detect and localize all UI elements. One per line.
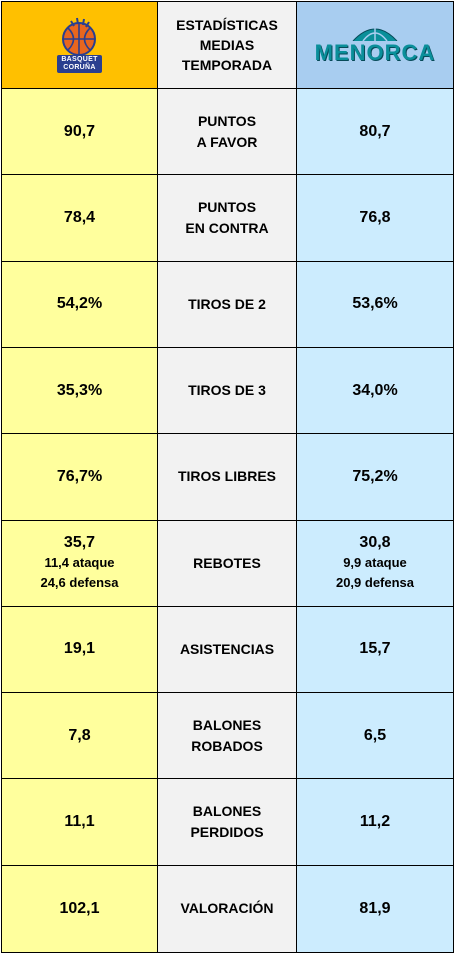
left-team-value: 102,1: [59, 899, 100, 917]
right-team-cell: 80,7: [297, 89, 453, 176]
left-team-value: 54,2%: [56, 295, 103, 313]
stat-label: A FAVOR: [196, 133, 258, 150]
right-team-value: 53,6%: [352, 295, 398, 313]
stat-label: VALORACIÓN: [180, 900, 274, 917]
left-team-cell: 19,1: [2, 606, 158, 694]
left-team-cell: 35,3%: [2, 347, 158, 435]
stat-label-cell: REBOTES: [158, 520, 297, 607]
right-team-cell: 53,6%: [297, 261, 453, 348]
stat-label: ROBADOS: [191, 737, 263, 754]
stat-label-cell: PUNTOS A FAVOR: [158, 89, 297, 176]
left-team-cell: 102,1: [2, 865, 158, 952]
left-team-value: 19,1: [63, 640, 96, 658]
stat-label: TIROS LIBRES: [177, 468, 276, 485]
stat-label: EN CONTRA: [185, 219, 269, 236]
left-team-value: 90,7: [63, 122, 96, 140]
right-team-subvalue: 20,9 defensa: [335, 575, 415, 591]
left-team-cell: 11,1: [2, 779, 158, 866]
stat-label-cell: VALORACIÓN: [158, 865, 297, 952]
stat-label: TIROS DE 2: [188, 295, 266, 312]
right-team-value: 80,7: [359, 122, 391, 140]
left-team-subvalue: 11,4 ataque: [44, 555, 115, 571]
table-title: ESTADÍSTICAS MEDIAS TEMPORADA: [158, 2, 297, 89]
right-team-cell: 11,2: [297, 779, 453, 866]
stat-label: ASISTENCIAS: [179, 640, 275, 657]
left-team-cell: 78,4: [2, 175, 158, 262]
right-team-value: 30,8: [359, 534, 391, 552]
basquet-coruna-logo: BASQUET CORUÑA: [57, 17, 102, 73]
left-team-cell: 35,7 11,4 ataque 24,6 defensa: [2, 520, 158, 607]
right-team-value: 34,0%: [352, 381, 398, 399]
stat-label: PERDIDOS: [190, 824, 264, 841]
left-logo-text: BASQUET CORUÑA: [57, 55, 102, 73]
right-team-cell: 6,5: [297, 693, 453, 780]
menorca-logo: MENORCA: [315, 25, 436, 65]
right-team-value: 15,7: [359, 640, 391, 658]
right-team-cell: 81,9: [297, 865, 453, 952]
stat-label: BALONES: [192, 716, 262, 733]
stat-label-cell: BALONES ROBADOS: [158, 693, 297, 780]
stat-label: REBOTES: [193, 554, 261, 571]
basketball-icon: [352, 28, 398, 41]
left-team-value: 11,1: [64, 813, 95, 831]
stat-label-cell: PUNTOS EN CONTRA: [158, 175, 297, 262]
stat-label: BALONES: [192, 803, 262, 820]
right-team-value: 11,2: [359, 813, 391, 831]
right-team-cell: 76,8: [297, 175, 453, 262]
left-team-value: 78,4: [63, 208, 96, 226]
stat-label: PUNTOS: [197, 198, 257, 215]
right-team-cell: 15,7: [297, 606, 453, 694]
right-team-value: 6,5: [363, 726, 387, 744]
left-team-value: 7,8: [68, 726, 91, 744]
left-team-cell: 76,7%: [2, 434, 158, 521]
stat-label-cell: TIROS LIBRES: [158, 434, 297, 521]
right-team-cell: 75,2%: [297, 434, 453, 521]
left-team-cell: 90,7: [2, 89, 158, 176]
left-team-subvalue: 24,6 defensa: [40, 575, 119, 591]
right-team-value: 81,9: [359, 899, 391, 917]
stat-label-cell: ASISTENCIAS: [158, 606, 297, 694]
left-team-cell: 7,8: [2, 693, 158, 780]
basketball-icon: [62, 17, 97, 56]
right-team-cell: 34,0%: [297, 347, 453, 435]
right-team-value: 76,8: [359, 208, 391, 226]
right-team-header: MENORCA: [297, 2, 453, 89]
stat-label-cell: TIROS DE 2: [158, 261, 297, 348]
stat-label: TIROS DE 3: [188, 382, 266, 399]
stat-label: PUNTOS: [197, 112, 257, 129]
left-team-cell: 54,2%: [2, 261, 158, 348]
left-team-value: 35,3%: [56, 381, 103, 399]
right-team-subvalue: 9,9 ataque: [343, 555, 407, 571]
stat-label-cell: TIROS DE 3: [158, 347, 297, 435]
right-logo-text: MENORCA: [314, 40, 436, 65]
right-team-value: 75,2%: [352, 467, 398, 485]
right-team-cell: 30,8 9,9 ataque 20,9 defensa: [297, 520, 453, 607]
stat-label-cell: BALONES PERDIDOS: [158, 779, 297, 866]
left-team-header: BASQUET CORUÑA: [2, 2, 158, 89]
left-team-value: 35,7: [63, 534, 96, 552]
left-team-value: 76,7%: [56, 467, 103, 485]
